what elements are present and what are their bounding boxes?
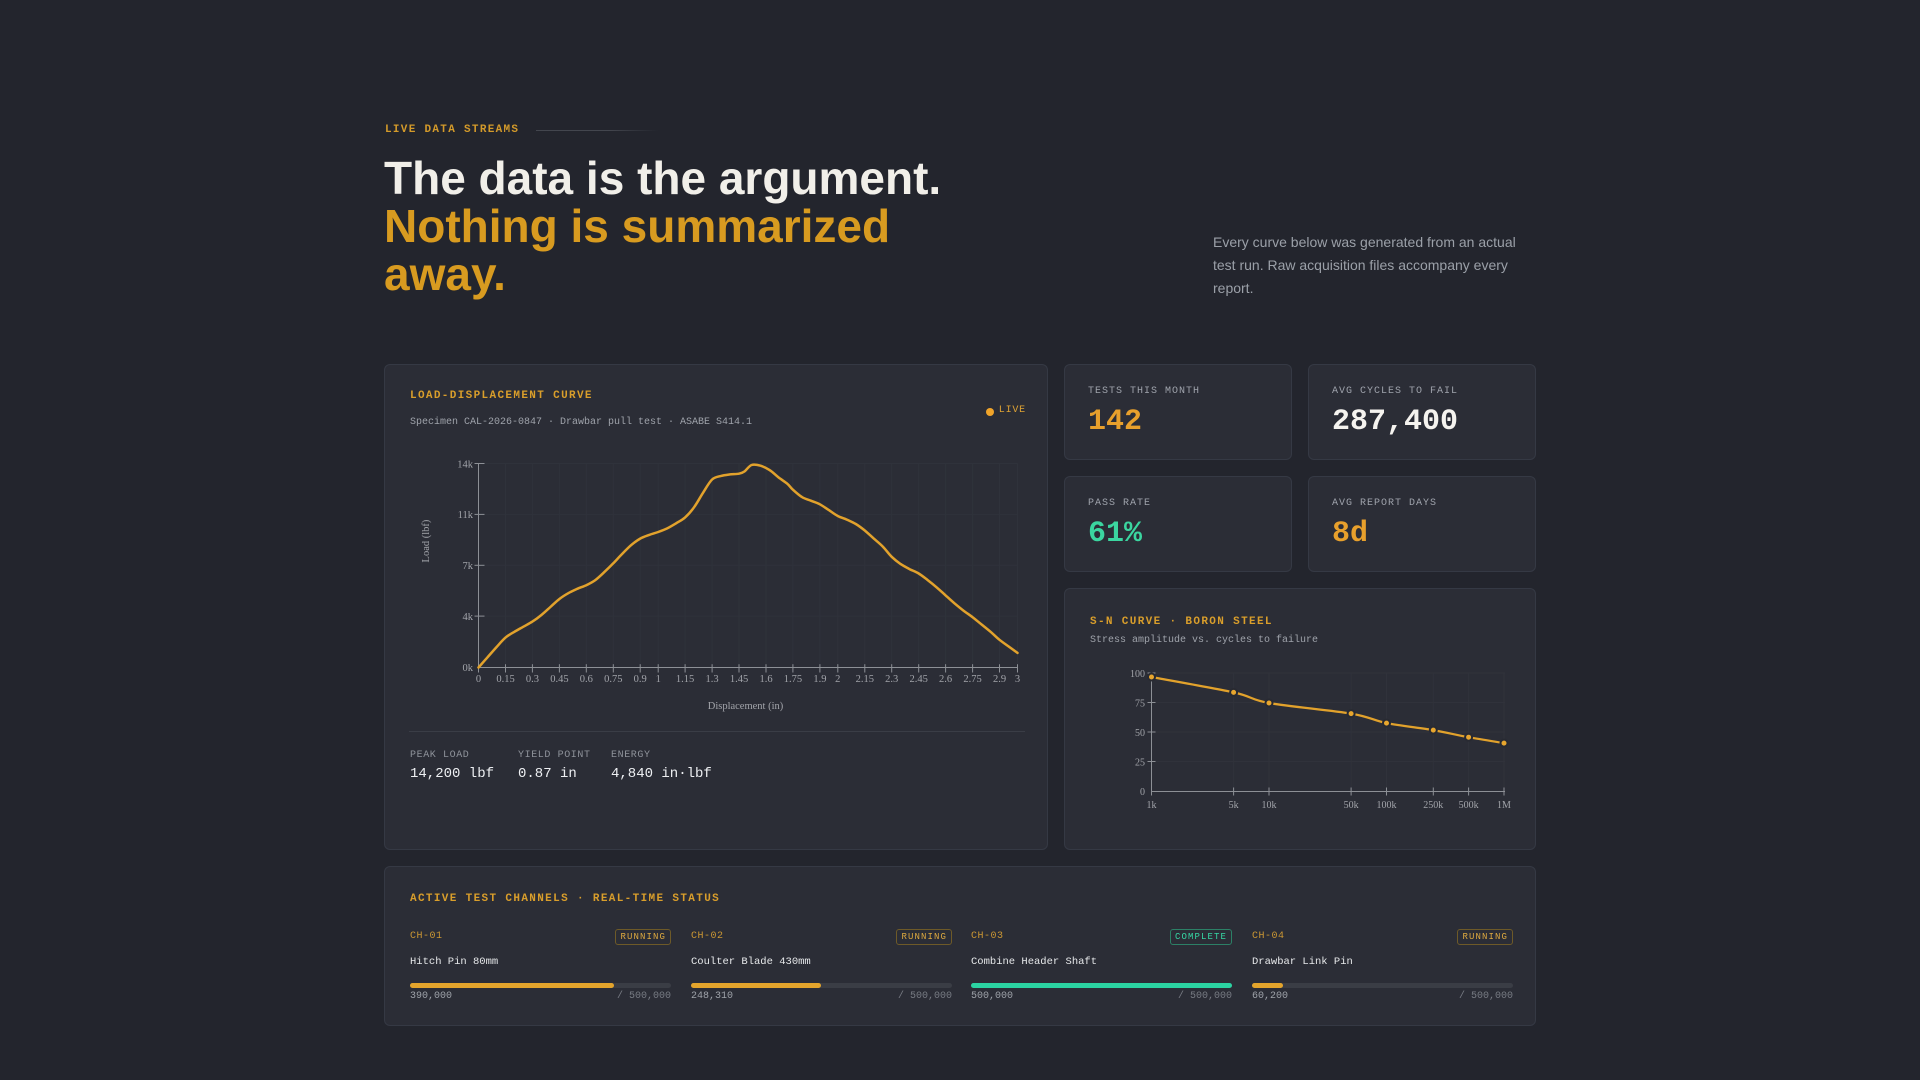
svg-text:0: 0 xyxy=(1140,787,1145,798)
svg-text:25: 25 xyxy=(1135,758,1145,769)
svg-text:2.6: 2.6 xyxy=(939,674,952,685)
svg-text:1: 1 xyxy=(656,674,661,685)
svg-text:1.15: 1.15 xyxy=(676,674,694,685)
svg-text:1.45: 1.45 xyxy=(730,674,748,685)
svg-text:75: 75 xyxy=(1135,699,1145,710)
svg-text:500k: 500k xyxy=(1459,800,1479,811)
svg-text:2: 2 xyxy=(835,674,840,685)
svg-text:7k: 7k xyxy=(463,561,474,572)
svg-text:11k: 11k xyxy=(458,510,474,521)
svg-text:1.3: 1.3 xyxy=(706,674,719,685)
svg-text:3: 3 xyxy=(1015,674,1020,685)
svg-text:1.9: 1.9 xyxy=(813,674,826,685)
svg-text:5k: 5k xyxy=(1229,800,1239,811)
svg-text:1k: 1k xyxy=(1147,800,1157,811)
svg-text:4k: 4k xyxy=(463,612,474,623)
svg-text:2.9: 2.9 xyxy=(993,674,1006,685)
svg-text:0.3: 0.3 xyxy=(526,674,539,685)
svg-text:0.75: 0.75 xyxy=(604,674,622,685)
svg-text:0.6: 0.6 xyxy=(580,674,593,685)
svg-text:Displacement (in): Displacement (in) xyxy=(708,701,784,712)
svg-text:250k: 250k xyxy=(1423,800,1443,811)
svg-text:1.6: 1.6 xyxy=(759,674,772,685)
svg-text:14k: 14k xyxy=(457,460,474,471)
svg-text:50k: 50k xyxy=(1344,800,1359,811)
svg-text:1M: 1M xyxy=(1497,800,1511,811)
svg-text:2.75: 2.75 xyxy=(963,674,981,685)
svg-text:2.15: 2.15 xyxy=(856,674,874,685)
svg-text:0.15: 0.15 xyxy=(496,674,514,685)
svg-text:0: 0 xyxy=(476,674,481,685)
svg-text:Load (lbf): Load (lbf) xyxy=(421,519,432,562)
svg-text:2.3: 2.3 xyxy=(885,674,898,685)
svg-text:100k: 100k xyxy=(1377,800,1397,811)
svg-text:10k: 10k xyxy=(1262,800,1277,811)
svg-text:0.45: 0.45 xyxy=(550,674,568,685)
svg-text:2.45: 2.45 xyxy=(910,674,928,685)
svg-text:0k: 0k xyxy=(463,663,474,674)
svg-text:100: 100 xyxy=(1130,669,1145,680)
svg-text:50: 50 xyxy=(1135,728,1145,739)
svg-text:0.9: 0.9 xyxy=(634,674,647,685)
svg-text:1.75: 1.75 xyxy=(784,674,802,685)
